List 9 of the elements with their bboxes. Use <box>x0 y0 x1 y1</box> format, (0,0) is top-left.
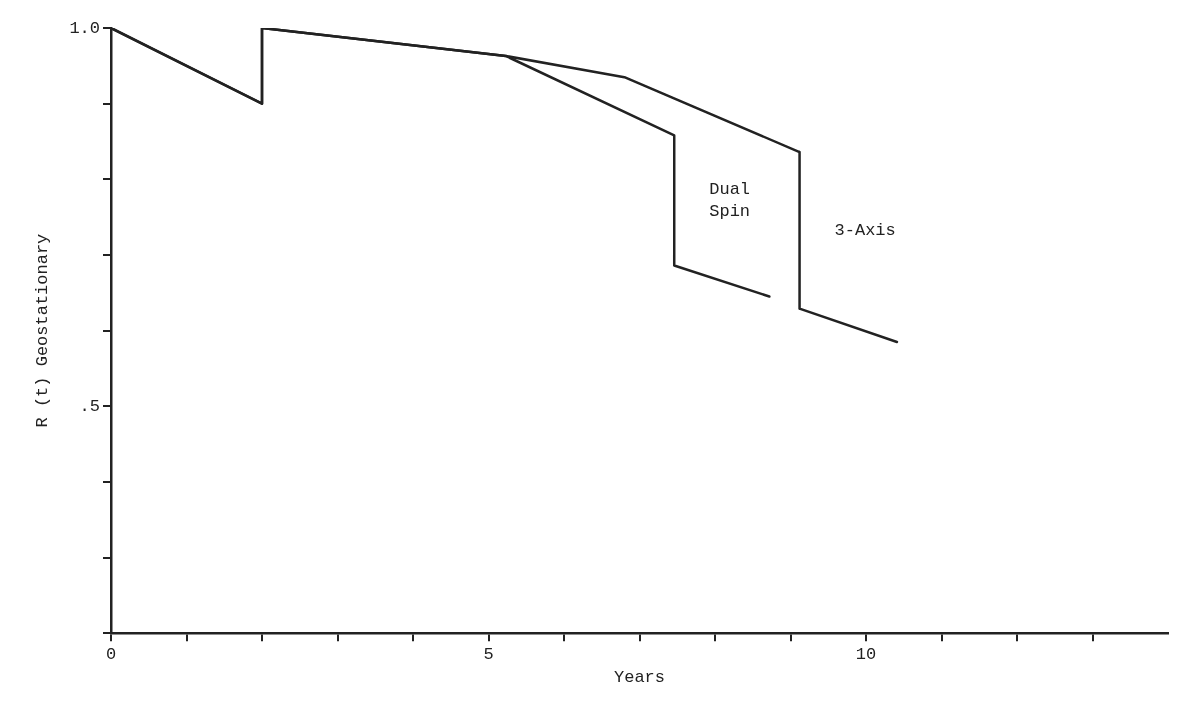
text: 3-Axis <box>834 220 896 240</box>
x-axis-title: Years <box>613 668 666 688</box>
x-tick-label: 10 <box>855 644 877 664</box>
text: Dual Spin <box>709 179 751 221</box>
x-tick-label: 0 <box>105 644 117 664</box>
x-tick-label: 5 <box>483 644 494 664</box>
y-axis-title: R (t) Geostationary <box>32 233 52 428</box>
y-tick-label: 1.0 <box>69 18 100 38</box>
y-tick-label: .5 <box>79 396 100 416</box>
